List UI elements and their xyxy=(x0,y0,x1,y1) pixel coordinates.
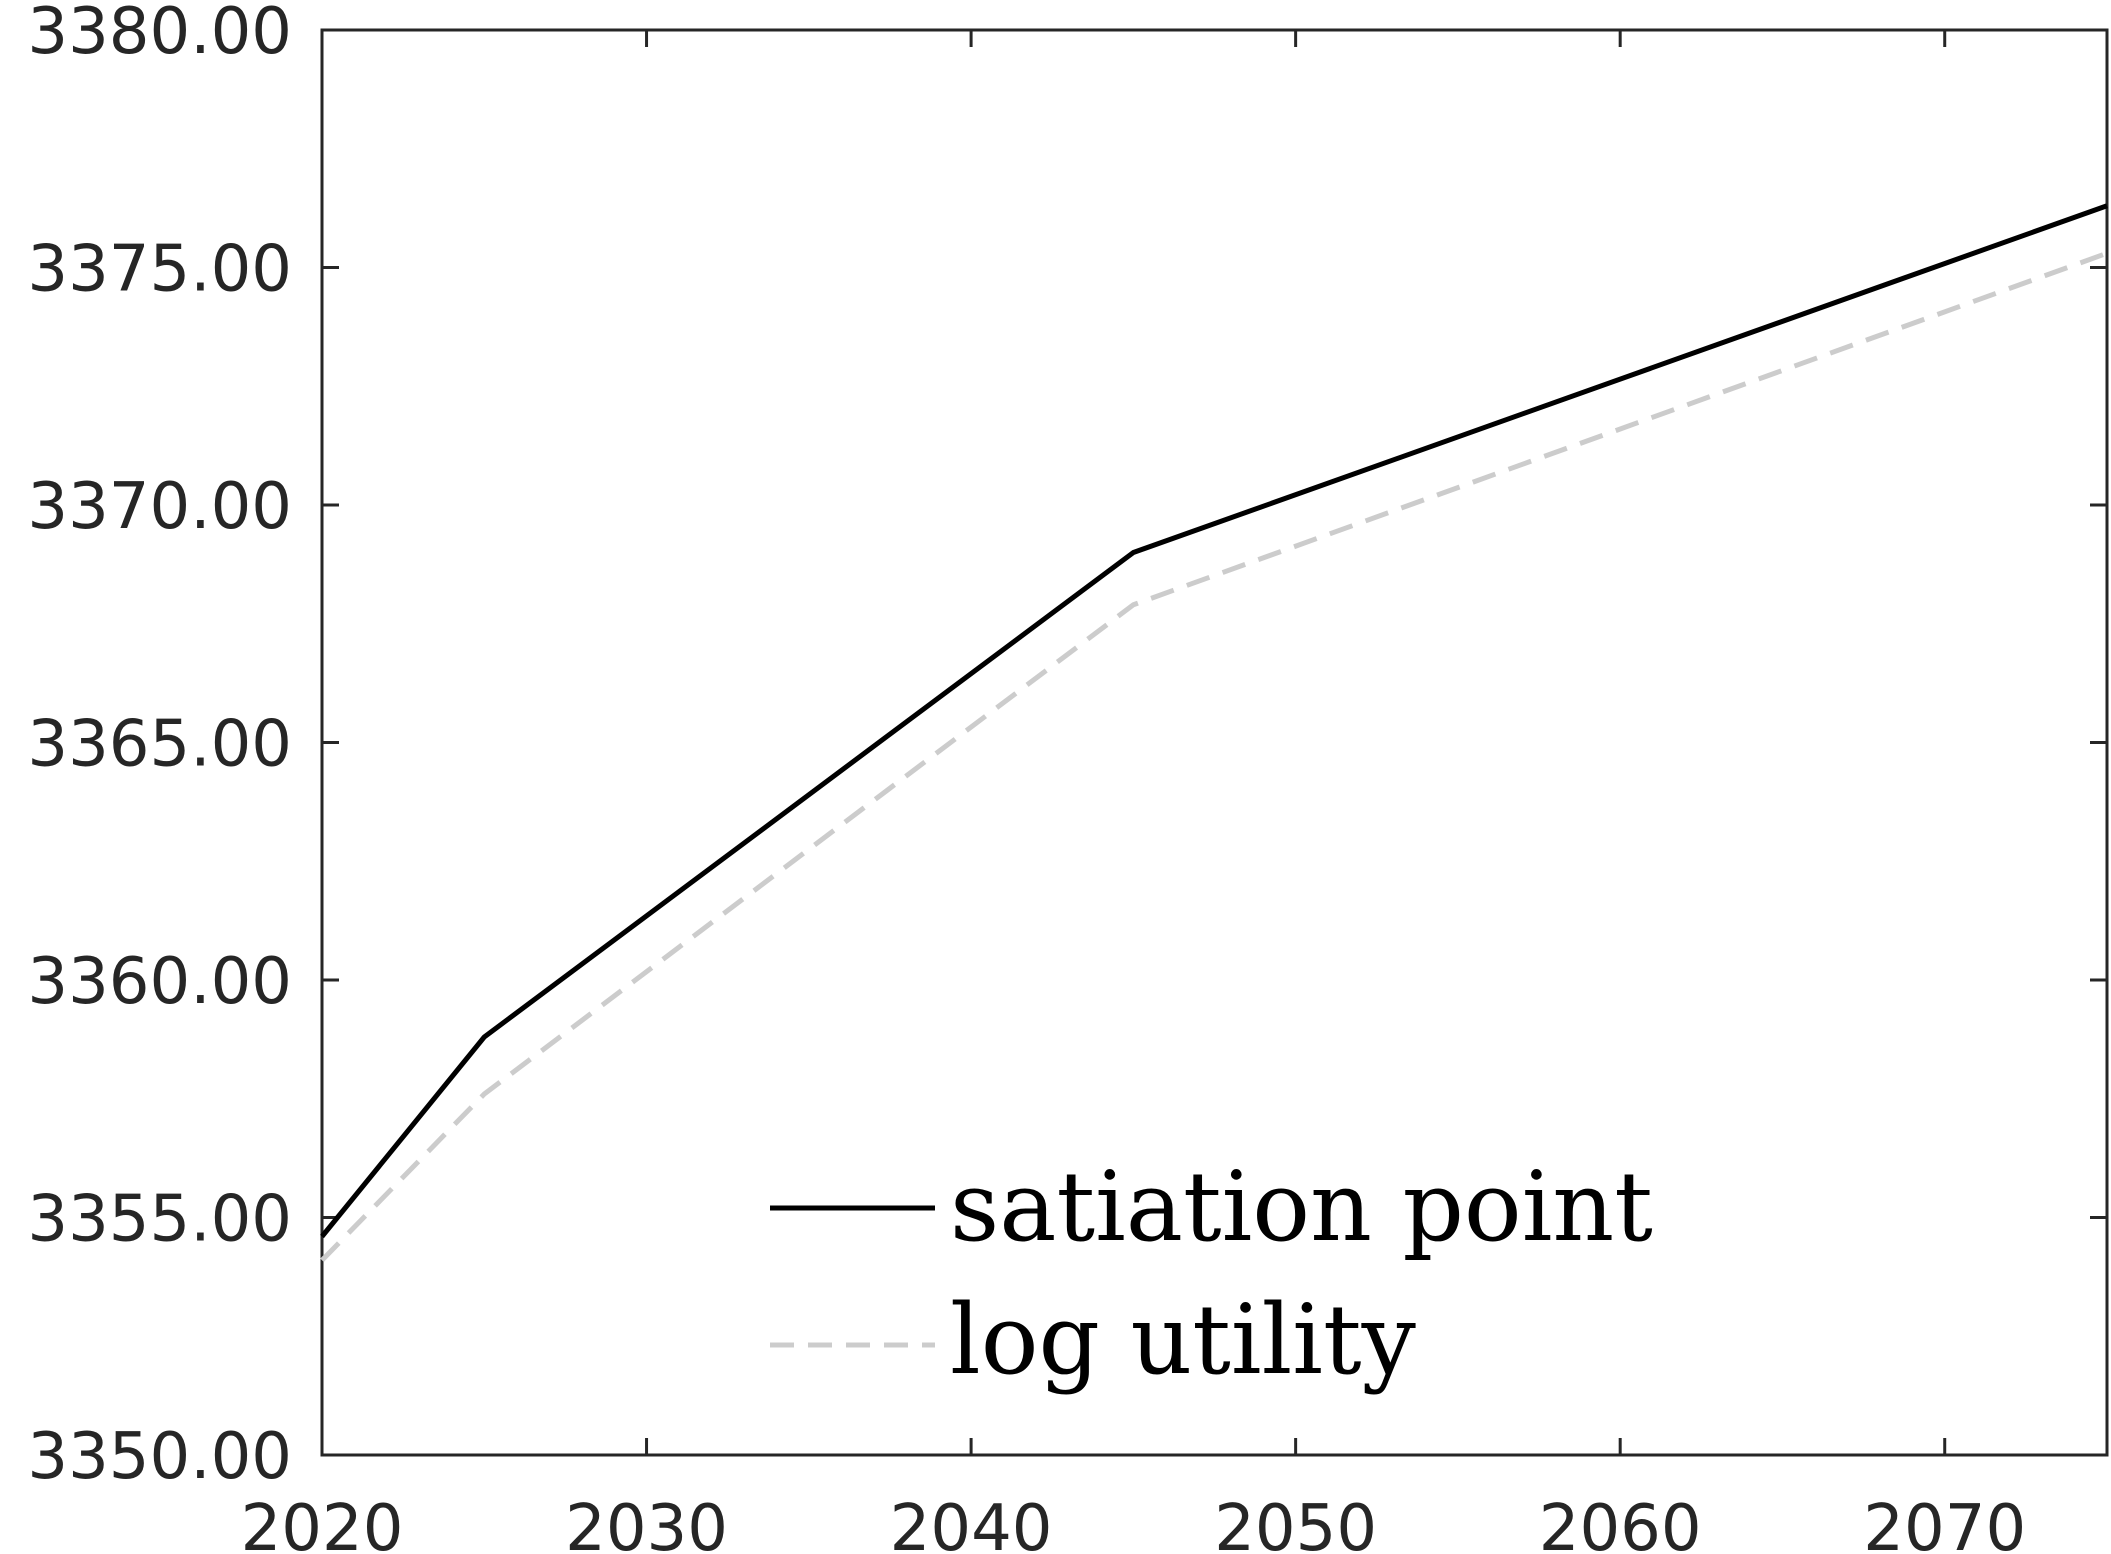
series-line-satiation-point xyxy=(320,203,2108,1239)
x-axis-ticks xyxy=(320,30,1947,1455)
y-tick-label: 3355.00 xyxy=(27,1183,292,1257)
series-lines xyxy=(320,203,2108,1262)
x-tick-label: 2020 xyxy=(241,1492,404,1554)
y-axis-tick-labels: 3350.00 3355.00 3360.00 3365.00 3370.00 3375.… xyxy=(27,0,292,1494)
y-tick-label: 3360.00 xyxy=(27,945,292,1019)
legend-label-satiation-point: satiation point xyxy=(950,1151,1653,1263)
y-tick-label: 3370.00 xyxy=(27,470,292,544)
y-tick-label: 3380.00 xyxy=(27,0,292,69)
y-tick-label: 3350.00 xyxy=(27,1420,292,1494)
legend: satiation point log utility xyxy=(770,1151,1653,1396)
x-axis-tick-labels: 2020 2030 2040 2050 2060 2070 xyxy=(241,1492,2027,1554)
x-tick-label: 2030 xyxy=(565,1492,728,1554)
x-tick-label: 2050 xyxy=(1214,1492,1377,1554)
y-tick-label: 3365.00 xyxy=(27,708,292,782)
legend-label-log-utility: log utility xyxy=(950,1284,1416,1396)
x-tick-label: 2070 xyxy=(1863,1492,2026,1554)
series-line-log-utility xyxy=(320,250,2108,1262)
y-tick-label: 3375.00 xyxy=(27,233,292,307)
y-axis-ticks xyxy=(322,28,2107,1457)
x-tick-label: 2060 xyxy=(1539,1492,1702,1554)
plot-area: 2020 2030 2040 2050 2060 2070 3350.003355.003… xyxy=(27,0,2109,1554)
x-tick-label: 2040 xyxy=(890,1492,1053,1554)
